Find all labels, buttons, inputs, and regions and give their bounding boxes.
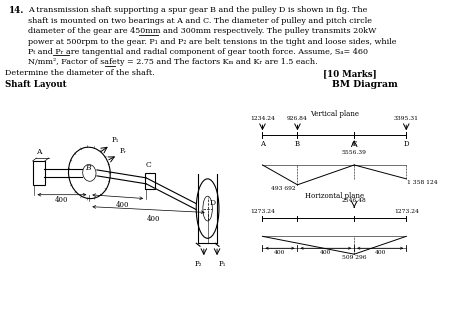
Text: Vertical plane: Vertical plane	[310, 110, 359, 118]
Text: 2546.48: 2546.48	[342, 198, 366, 203]
Text: P₁: P₁	[112, 136, 119, 144]
Text: 400: 400	[55, 196, 69, 204]
Text: shaft is mounted on two bearings at A and C. The diameter of pulley and pitch ci: shaft is mounted on two bearings at A an…	[28, 17, 372, 25]
Text: power at 500rpm to the gear. P₁ and P₂ are belt tensions in the tight and loose : power at 500rpm to the gear. P₁ and P₂ a…	[28, 38, 396, 46]
Text: 509 296: 509 296	[342, 255, 366, 260]
Text: 926.84: 926.84	[287, 116, 308, 121]
Text: C: C	[352, 140, 357, 148]
Text: diameter of the gear are 450mm and 300mm respectively. The pulley transmits 20kW: diameter of the gear are 450mm and 300mm…	[28, 27, 376, 35]
Text: B: B	[85, 164, 90, 172]
Bar	[33, 161, 45, 185]
Text: A: A	[36, 148, 42, 156]
Text: C: C	[145, 161, 151, 169]
Text: 400: 400	[374, 250, 386, 255]
Text: P₂: P₂	[194, 260, 202, 268]
Text: Horizontal plane: Horizontal plane	[305, 192, 364, 200]
Text: D: D	[403, 140, 409, 148]
Text: Determine the diameter of the shaft.: Determine the diameter of the shaft.	[5, 69, 155, 77]
Text: 1273.24: 1273.24	[394, 209, 419, 213]
Text: B: B	[295, 140, 300, 148]
Text: 1234.24: 1234.24	[250, 116, 275, 121]
Text: D: D	[210, 199, 216, 207]
Text: 14.: 14.	[9, 6, 24, 15]
Text: Pᵣ: Pᵣ	[119, 147, 127, 155]
Text: P₁: P₁	[219, 260, 227, 268]
Text: [10 Marks]: [10 Marks]	[323, 69, 377, 78]
Text: 493 692: 493 692	[271, 186, 296, 191]
Text: 400: 400	[146, 214, 160, 222]
Text: 5556.39: 5556.39	[342, 150, 367, 155]
Bar	[145, 173, 155, 189]
Text: 400: 400	[320, 250, 331, 255]
Text: Pₜ and Pᵣ are tangential and radial component of gear tooth force. Assume, Sₐ= 4: Pₜ and Pᵣ are tangential and radial comp…	[28, 48, 368, 56]
Text: A transmission shaft supporting a spur gear B and the pulley D is shown in fig. : A transmission shaft supporting a spur g…	[28, 6, 367, 14]
Text: 400: 400	[116, 201, 129, 209]
Text: BM Diagram: BM Diagram	[332, 80, 398, 89]
Text: 400: 400	[274, 250, 286, 255]
Text: N/mm², Factor of safety = 2.75 and The factors Kₘ and Kᵣ are 1.5 each.: N/mm², Factor of safety = 2.75 and The f…	[28, 58, 318, 66]
Text: 1 358 124: 1 358 124	[407, 180, 438, 185]
Text: A: A	[260, 140, 265, 148]
Text: 1273.24: 1273.24	[250, 209, 275, 213]
Text: Shaft Layout: Shaft Layout	[5, 80, 67, 89]
Text: 3395.31: 3395.31	[394, 116, 419, 121]
